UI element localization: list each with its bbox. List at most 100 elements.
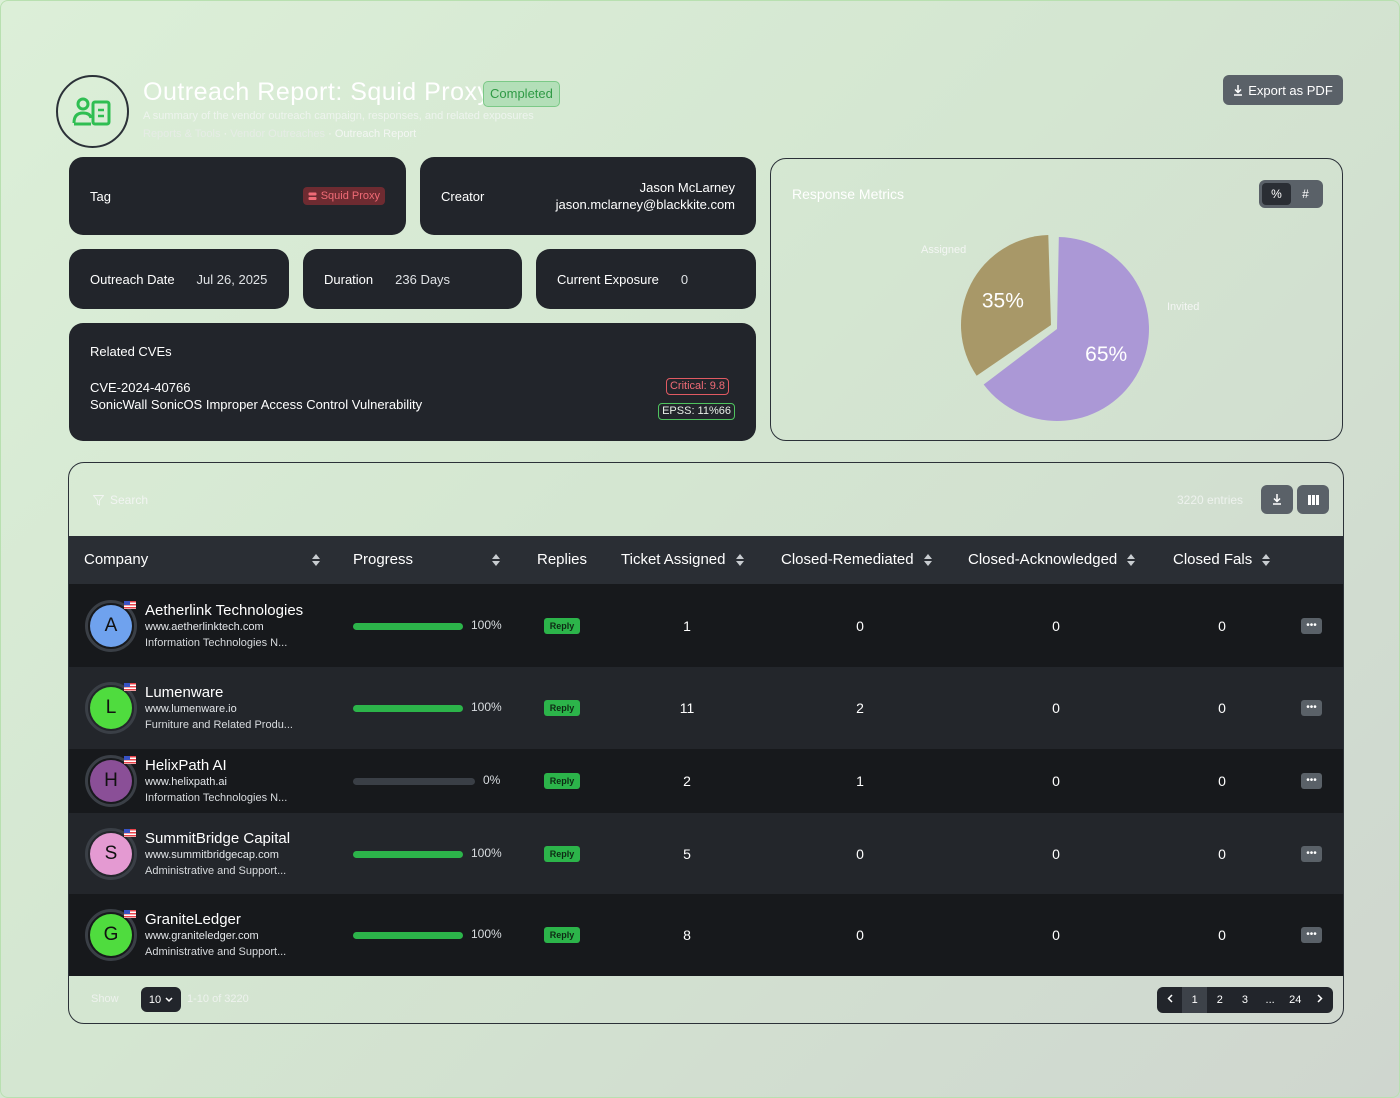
pie-label-invited: 65% [1085, 343, 1127, 366]
page-subtitle: A summary of the vendor outreach campaig… [143, 110, 534, 122]
chevron-right-icon [1317, 994, 1323, 1003]
avatar-initial: S [90, 832, 132, 875]
closed-false-value: 0 [1218, 700, 1226, 716]
response-pie-chart: 65% 35% [961, 235, 1149, 421]
company-industry: Administrative and Support... [145, 946, 287, 958]
pie-slice-invited[interactable] [983, 237, 1149, 421]
more-options-button[interactable]: ••• [1301, 773, 1322, 789]
outreach-date-card: Outreach Date Jul 26, 2025 [69, 249, 289, 309]
col-progress[interactable]: Progress [353, 551, 501, 568]
ticket-assigned-value: 8 [683, 927, 691, 943]
download-icon [1234, 84, 1243, 96]
reply-badge[interactable]: Reply [544, 700, 580, 716]
us-flag-icon [124, 828, 136, 837]
company-name[interactable]: Aetherlink Technologies [145, 601, 304, 619]
pie-label-assigned: 35% [982, 289, 1024, 312]
col-replies[interactable]: Replies [537, 551, 588, 568]
progress-bar [353, 622, 463, 630]
chevron-down-icon [165, 996, 173, 1002]
chevron-left-icon [1167, 994, 1173, 1003]
sort-icon [735, 553, 744, 566]
company-name[interactable]: GraniteLedger [145, 911, 241, 928]
closed-false-value: 0 [1218, 773, 1226, 789]
col-ticket-assigned[interactable]: Ticket Assigned [621, 551, 744, 568]
reply-badge[interactable]: Reply [544, 617, 580, 634]
company-name[interactable]: HelixPath AI [145, 757, 227, 774]
tag-pill[interactable]: Squid Proxy [302, 187, 385, 205]
sort-icon [312, 553, 321, 566]
company-website[interactable]: www.helixpath.ai [145, 776, 227, 788]
closed-acknowledged-value: 0 [1052, 617, 1060, 634]
export-label: Export as PDF [1248, 82, 1333, 98]
table-row[interactable]: H HelixPath AI www.helixpath.ai Informat… [69, 749, 1343, 813]
duration-label: Duration [324, 271, 374, 287]
reply-badge[interactable]: Reply [544, 845, 580, 862]
breadcrumb-item[interactable]: Vendor Outreaches [230, 128, 326, 140]
closed-false-value: 0 [1218, 927, 1226, 943]
progress-bar [353, 850, 463, 858]
per-page-select[interactable]: 10 [141, 987, 181, 1012]
col-company[interactable]: Company [84, 551, 321, 568]
progress-bar [353, 778, 475, 785]
company-website[interactable]: www.graniteledger.com [145, 930, 259, 942]
table-row[interactable]: L Lumenware www.lumenware.io Furniture a… [69, 667, 1343, 749]
page-button[interactable]: 2 [1216, 994, 1223, 1006]
more-options-button[interactable]: ••• [1301, 845, 1322, 862]
duration-value: 236 Days [395, 271, 451, 287]
sort-icon [923, 553, 932, 566]
reply-badge[interactable]: Reply [544, 773, 580, 789]
table-row[interactable]: G GraniteLedger www.graniteledger.com Ad… [69, 894, 1343, 976]
next-page-button[interactable] [1308, 987, 1333, 1013]
sort-icon [1262, 553, 1271, 566]
sort-icon [492, 553, 501, 566]
company-name[interactable]: Lumenware [145, 684, 224, 701]
export-pdf-button[interactable]: Export as PDF [1223, 75, 1343, 105]
more-options-button[interactable]: ••• [1301, 617, 1322, 634]
company-name[interactable]: SummitBridge Capital [145, 829, 291, 847]
range-label: 1-10 of 3220 [187, 993, 249, 1005]
outreach-table-panel: Search 3220 entries Company Progress Rep… [68, 462, 1344, 1024]
table-row[interactable]: S SummitBridge Capital www.summitbridgec… [69, 813, 1343, 894]
metrics-toggle: % # [1259, 180, 1323, 208]
company-avatar: L [85, 682, 137, 734]
company-website[interactable]: www.summitbridgecap.com [145, 848, 279, 861]
closed-false-value: 0 [1218, 845, 1226, 862]
search-input[interactable]: Search [93, 493, 148, 507]
per-page-value: 10 [148, 993, 162, 1006]
page-button[interactable]: 1 [1182, 987, 1208, 1013]
cve-id[interactable]: CVE-2024-40766 [90, 380, 191, 395]
more-options-button[interactable]: ••• [1301, 927, 1322, 943]
duration-card: Duration 236 Days [303, 249, 522, 309]
tag-card: Tag Squid Proxy [69, 157, 406, 235]
avatar-initial: G [90, 914, 132, 956]
page-button[interactable]: 3 [1241, 994, 1249, 1006]
page-ellipsis: ... [1265, 994, 1275, 1006]
ticket-assigned-value: 5 [683, 845, 691, 862]
table-header: Company Progress Replies Ticket Assigned… [69, 536, 1343, 584]
company-website[interactable]: www.aetherlinktech.com [145, 620, 264, 633]
pie-slice-assigned[interactable] [961, 235, 1051, 376]
reply-badge[interactable]: Reply [544, 927, 580, 943]
company-avatar: G [85, 909, 137, 961]
breadcrumb-item[interactable]: Reports & Tools [143, 128, 221, 140]
ticket-assigned-value: 11 [679, 700, 695, 716]
col-closed-remediated[interactable]: Closed-Remediated [781, 551, 932, 568]
percent-toggle[interactable]: % [1262, 183, 1291, 205]
avatar-initial: L [90, 687, 132, 729]
company-website[interactable]: www.lumenware.io [145, 703, 237, 715]
page-button[interactable]: 24 [1289, 994, 1302, 1006]
columns-button[interactable] [1297, 485, 1329, 514]
col-closed-false[interactable]: Closed Fals [1173, 551, 1271, 568]
company-avatar: S [85, 827, 137, 880]
count-toggle[interactable]: # [1302, 187, 1309, 201]
related-cves-card: Related CVEs CVE-2024-40766 SonicWall So… [69, 323, 756, 441]
closed-acknowledged-value: 0 [1052, 927, 1060, 943]
pie-legend-invited: Invited [1167, 301, 1200, 313]
pie-legend-assigned: Assigned [921, 244, 967, 256]
table-row[interactable]: A Aetherlink Technologies www.aetherlink… [69, 584, 1343, 667]
prev-page-button[interactable] [1157, 987, 1182, 1013]
download-table-button[interactable] [1261, 485, 1293, 514]
progress-bar [353, 705, 463, 712]
more-options-button[interactable]: ••• [1301, 700, 1322, 716]
col-closed-acknowledged[interactable]: Closed-Acknowledged [968, 551, 1136, 568]
